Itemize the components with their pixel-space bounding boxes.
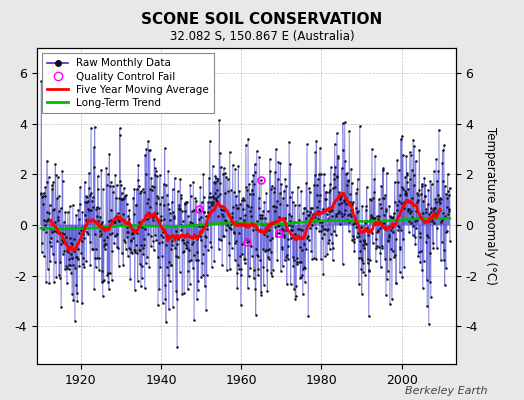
Legend: Raw Monthly Data, Quality Control Fail, Five Year Moving Average, Long-Term Tren: Raw Monthly Data, Quality Control Fail, … (42, 53, 214, 113)
Text: Berkeley Earth: Berkeley Earth (405, 386, 487, 396)
Text: 32.082 S, 150.867 E (Australia): 32.082 S, 150.867 E (Australia) (170, 30, 354, 43)
Y-axis label: Temperature Anomaly (°C): Temperature Anomaly (°C) (484, 127, 497, 285)
Text: SCONE SOIL CONSERVATION: SCONE SOIL CONSERVATION (141, 12, 383, 27)
